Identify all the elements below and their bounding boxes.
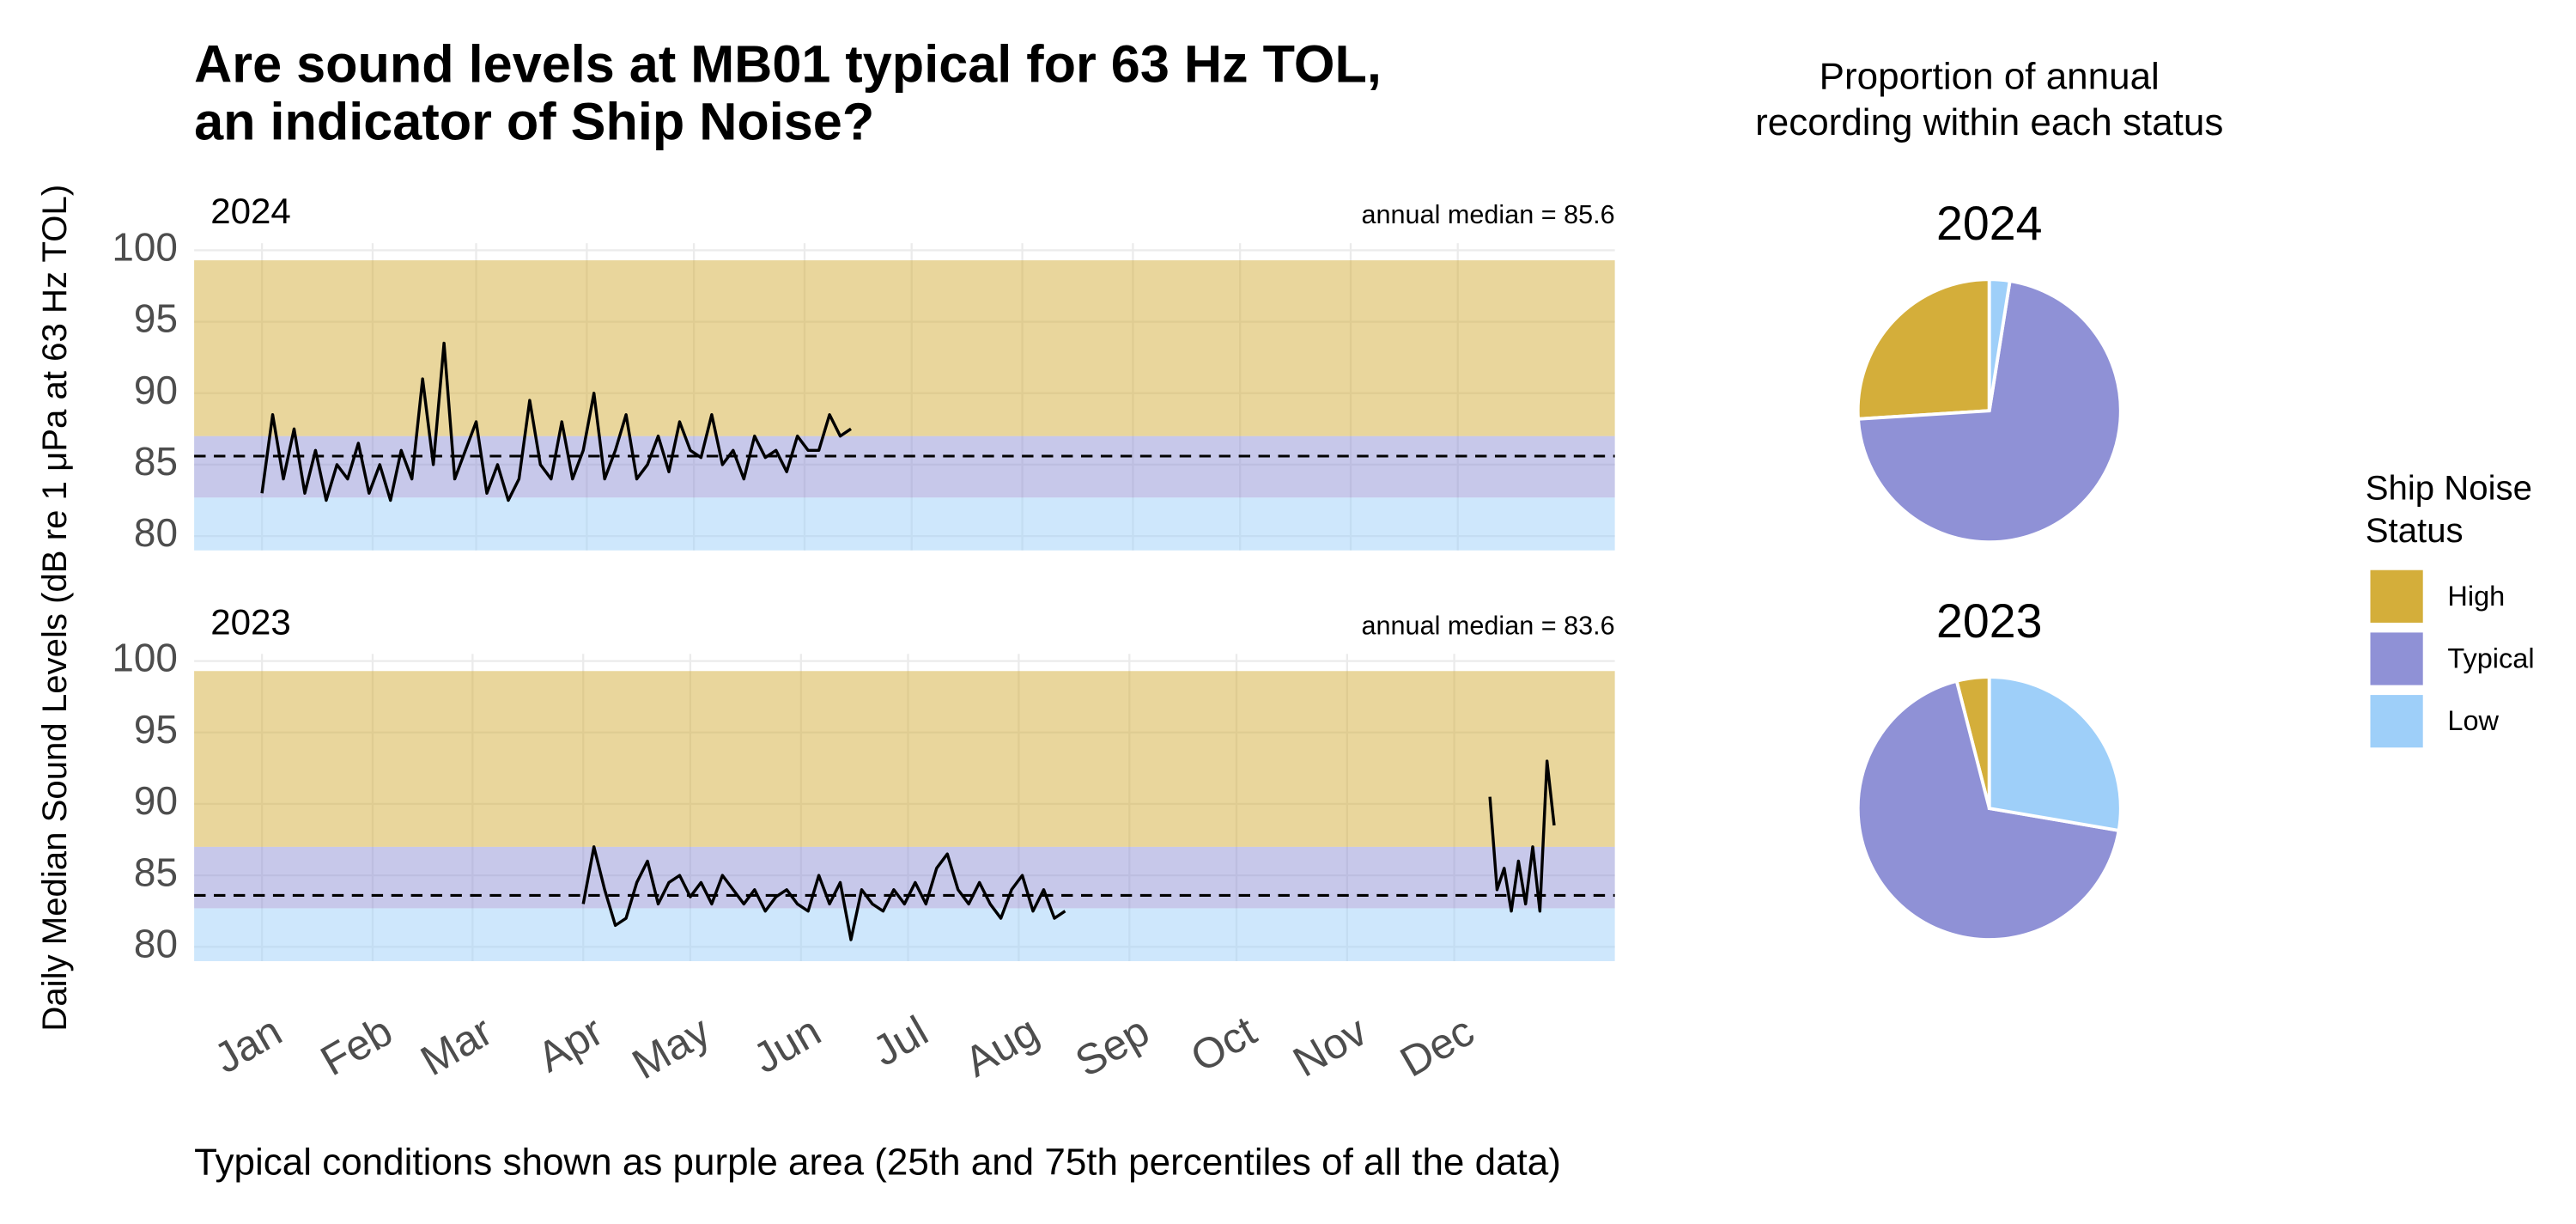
pie-slice (1856, 278, 2123, 545)
chart-title: Are sound levels at MB01 typical for 63 … (194, 35, 1382, 94)
status-band (194, 908, 1615, 961)
panel-title: 2024 (210, 191, 291, 231)
x-tick-label: Aug (957, 1007, 1047, 1087)
legend-swatch (2370, 632, 2423, 685)
y-tick-label: 80 (134, 921, 178, 965)
pie-title: 2023 (1936, 594, 2042, 648)
median-label: annual median = 83.6 (1362, 611, 1615, 640)
y-tick-label: 95 (134, 296, 178, 341)
x-tick-label: Nov (1285, 1007, 1376, 1087)
x-tick-label: Sep (1067, 1007, 1157, 1087)
data-line (581, 759, 1556, 941)
y-tick-label: 90 (134, 368, 178, 412)
data-line (260, 341, 852, 502)
pie-title: 2024 (1936, 197, 2042, 250)
legend-swatch (2370, 695, 2423, 748)
x-tick-label: May (624, 1007, 718, 1089)
legend-swatch (2370, 569, 2423, 623)
legend-label: Low (2447, 705, 2499, 736)
panel-title: 2023 (210, 601, 291, 642)
legend-label: Typical (2447, 643, 2534, 674)
pie-slice (1987, 675, 2123, 833)
x-tick-label: Mar (412, 1007, 500, 1085)
y-axis-label: Daily Median Sound Levels (dB re 1 μPa a… (35, 185, 74, 1032)
y-tick-label: 100 (112, 636, 178, 680)
y-tick-label: 85 (134, 849, 178, 894)
x-tick-label: Jan (206, 1007, 289, 1083)
y-tick-label: 85 (134, 439, 178, 484)
median-label: annual median = 85.6 (1362, 200, 1615, 229)
x-tick-label: Oct (1182, 1007, 1264, 1081)
pie-slice (1856, 277, 1991, 421)
status-band (194, 846, 1615, 909)
x-tick-label: Feb (313, 1007, 400, 1085)
legend-title: Ship Noise (2366, 468, 2532, 507)
status-band (194, 671, 1615, 847)
pie-slice (1856, 679, 2121, 941)
x-tick-label: Dec (1392, 1007, 1482, 1087)
pie-slice (1987, 277, 2012, 411)
pie-heading: Proportion of annual (1820, 55, 2160, 97)
status-band (194, 260, 1615, 436)
legend-title: Status (2366, 511, 2464, 550)
chart-title: an indicator of Ship Noise? (194, 93, 874, 151)
y-tick-label: 90 (134, 778, 178, 823)
status-band (194, 497, 1615, 551)
pie-heading: recording within each status (1755, 101, 2223, 143)
caption: Typical conditions shown as purple area … (194, 1142, 1561, 1184)
y-tick-label: 80 (134, 510, 178, 555)
x-tick-label: Jun (745, 1007, 829, 1083)
x-tick-label: Apr (530, 1007, 611, 1081)
x-tick-label: Jul (865, 1007, 936, 1075)
y-tick-label: 95 (134, 707, 178, 752)
legend-label: High (2447, 581, 2505, 612)
y-tick-label: 100 (112, 225, 178, 270)
